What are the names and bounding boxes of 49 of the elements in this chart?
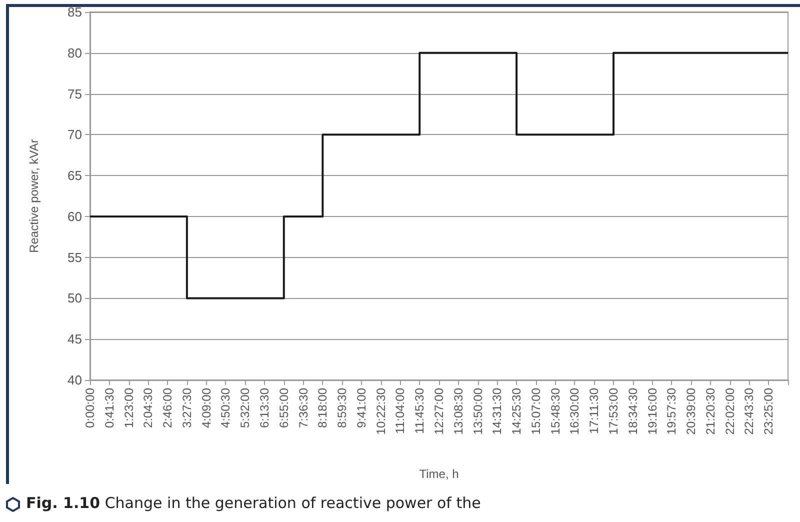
y-tick-label: 40 bbox=[68, 372, 82, 388]
x-tick-label: 15:07:00 bbox=[528, 388, 543, 435]
y-tick-label: 75 bbox=[68, 86, 82, 102]
x-tick-label: 21:20:30 bbox=[703, 388, 718, 435]
x-tick-label: 22:02:00 bbox=[722, 388, 737, 435]
x-tick-label: 14:25:30 bbox=[510, 388, 524, 435]
x-tick-label: 6:13:30 bbox=[258, 388, 272, 428]
x-tick-label: 17:53:00 bbox=[606, 388, 620, 435]
y-tick-label: 45 bbox=[68, 332, 82, 347]
x-axis-title: Time, h bbox=[419, 467, 459, 481]
x-tick-label: 10:22:30 bbox=[374, 388, 388, 435]
x-tick-label: 9:41:00 bbox=[354, 388, 368, 428]
y-axis-title: Reactive power, kVAr bbox=[27, 139, 41, 253]
x-tick-label: 5:32:00 bbox=[238, 388, 252, 428]
x-tick-label: 19:57:30 bbox=[664, 388, 679, 435]
x-tick-label: 23:25:00 bbox=[762, 388, 776, 435]
x-tick-label: 13:50:00 bbox=[470, 388, 485, 435]
x-tick-label: 16:30:00 bbox=[568, 388, 582, 435]
x-tick-label: 18:34:30 bbox=[626, 388, 640, 435]
x-tick-label: 2:46:00 bbox=[160, 388, 175, 428]
x-tick-label: 15:48:30 bbox=[548, 388, 562, 435]
x-tick-label: 19:16:00 bbox=[645, 388, 660, 435]
y-tick-label: 70 bbox=[68, 127, 82, 142]
y-tick-label: 55 bbox=[68, 250, 82, 265]
y-tick-label: 65 bbox=[68, 168, 82, 184]
x-tick-label: 6:55:00 bbox=[276, 388, 291, 428]
y-tick-label: 80 bbox=[68, 45, 82, 60]
x-tick-label: 12:27:00 bbox=[432, 388, 446, 435]
x-tick-label: 22:43:30 bbox=[742, 388, 756, 435]
x-tick-label: 4:09:00 bbox=[199, 388, 214, 428]
x-tick-label: 17:11:30 bbox=[587, 388, 602, 434]
y-tick-label: 60 bbox=[68, 208, 82, 224]
x-tick-label: 8:18:00 bbox=[316, 388, 330, 428]
x-tick-label: 11:45:30 bbox=[412, 388, 427, 434]
x-tick-label: 8:59:30 bbox=[335, 388, 350, 428]
x-tick-label: 3:27:30 bbox=[180, 388, 194, 428]
x-tick-label: 14:31:30 bbox=[490, 388, 504, 435]
x-tick-label: 20:39:00 bbox=[684, 388, 698, 435]
x-tick-label: 2:04:30 bbox=[141, 388, 156, 428]
x-tick-label: 7:36:30 bbox=[296, 388, 310, 428]
x-tick-label: 0:00:00 bbox=[83, 388, 97, 428]
x-tick-label: 11:04:00 bbox=[393, 388, 408, 434]
y-tick-label: 85 bbox=[68, 4, 82, 20]
x-tick-label: 4:50:30 bbox=[218, 388, 233, 428]
y-tick-label: 50 bbox=[68, 290, 82, 306]
x-tick-label: 1:23:00 bbox=[122, 388, 136, 428]
x-tick-label: 13:08:30 bbox=[451, 388, 466, 435]
text: Fig. 1.10 Change in the generation of reactive power of the bbox=[26, 494, 481, 512]
x-tick-label: 0:41:30 bbox=[102, 388, 116, 428]
